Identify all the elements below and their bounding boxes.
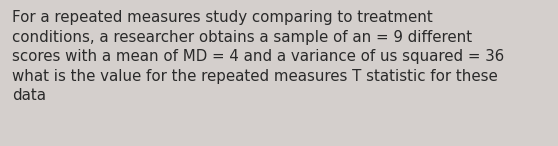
Text: For a repeated measures study comparing to treatment
conditions, a researcher ob: For a repeated measures study comparing … bbox=[12, 10, 504, 104]
